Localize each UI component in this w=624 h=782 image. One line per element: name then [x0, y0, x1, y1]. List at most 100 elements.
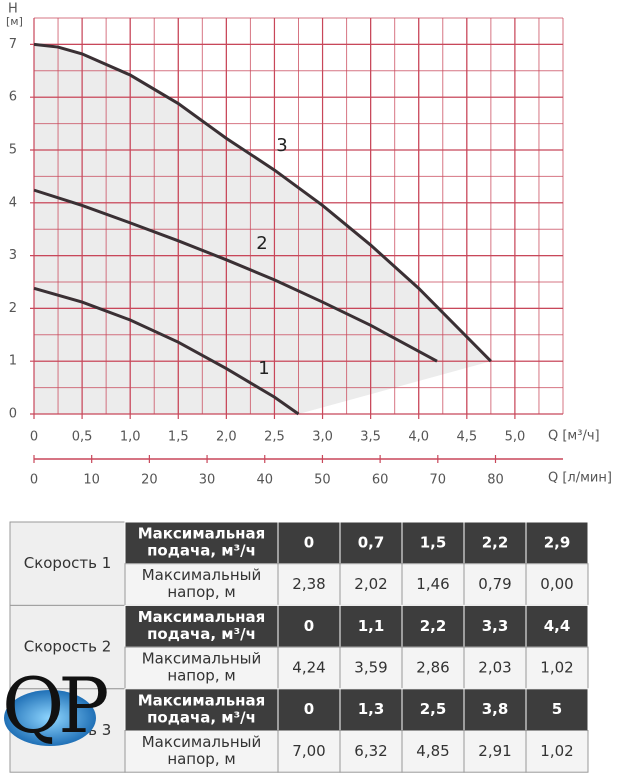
curve: [33, 42, 492, 363]
table-cell: [124, 646, 279, 690]
table-value: 1,46: [416, 575, 449, 593]
x2-tick-label: 20: [141, 473, 158, 488]
x2-tick-label: 50: [314, 473, 331, 488]
table-value: 1,5: [420, 533, 447, 551]
table-cell: [525, 604, 589, 648]
x-tick-label: 1,5: [168, 430, 189, 445]
x2-tick-label: 60: [372, 473, 389, 488]
table-value: 0: [304, 617, 314, 635]
y-tick-label: 3: [9, 248, 17, 263]
row-header: Максимальный: [142, 566, 262, 584]
speed-cell: [9, 604, 126, 690]
x-tick-label: 0,5: [72, 430, 93, 445]
row-header: Максимальный: [142, 650, 262, 668]
y-tick-label: 4: [9, 195, 17, 210]
x2-tick-label: 30: [199, 473, 216, 488]
row-header: Максимальная: [138, 691, 266, 709]
x2-tick-label: 70: [430, 473, 447, 488]
table-value: 2,5: [420, 700, 447, 718]
table-value: 6,32: [354, 742, 387, 760]
speed-label: Скорость 1: [24, 554, 112, 572]
table-cell: [124, 521, 279, 565]
table-cell: [401, 604, 465, 648]
x2-tick-label: 0: [30, 473, 38, 488]
table-value: 0,79: [478, 575, 511, 593]
table-value: 4,24: [292, 658, 325, 676]
table-value: 0,7: [358, 533, 385, 551]
x2-tick-label: 40: [256, 473, 273, 488]
y-tick-label: 6: [9, 90, 17, 105]
x-tick-label: 5,0: [505, 430, 526, 445]
table-cell: [463, 521, 527, 565]
table-cell: [401, 730, 465, 773]
row-header: подача, м³/ч: [147, 708, 256, 726]
table-cell: [124, 604, 279, 648]
x-tick-label: 4,0: [408, 430, 429, 445]
table-value: 1,3: [358, 700, 385, 718]
x2-axis-label: Q [л/мин]: [548, 471, 612, 486]
row-header: Максимальный: [142, 733, 262, 751]
table-value: 2,9: [544, 533, 571, 551]
table-value: 2,86: [416, 658, 449, 676]
table-value: 4,4: [544, 617, 571, 635]
x2-tick-label: 80: [487, 473, 504, 488]
table-value: 3,59: [354, 658, 387, 676]
table-value: 2,38: [292, 575, 325, 593]
table-value: 2,2: [420, 617, 447, 635]
row-header: напор, м: [167, 583, 235, 601]
y-tick-label: 1: [9, 354, 17, 369]
speed-label: Скорость 2: [24, 638, 112, 656]
x-tick-label: 0: [30, 430, 38, 445]
table-cell: [124, 730, 279, 773]
row-header: Максимальная: [138, 525, 266, 543]
table-value: 2,2: [482, 533, 509, 551]
row-header: Максимальная: [138, 608, 266, 626]
row-header: напор, м: [167, 667, 235, 685]
table-value: 2,91: [478, 742, 511, 760]
table-cell: [463, 646, 527, 690]
table-value: 5: [552, 700, 562, 718]
logo-water: [4, 690, 96, 746]
y-axis-unit: [м]: [6, 15, 23, 28]
x-tick-label: 3,5: [360, 430, 381, 445]
x-tick-label: 1,0: [120, 430, 141, 445]
table-value: 0: [304, 533, 314, 551]
table-cell: [277, 646, 341, 690]
table-value: 3,3: [482, 617, 509, 635]
table-cell: [339, 521, 403, 565]
curve: [33, 188, 438, 363]
table-cell: [339, 563, 403, 606]
table-value: 7,00: [292, 742, 325, 760]
logo: QP: [2, 661, 107, 750]
table-cell: [401, 646, 465, 690]
table-value: 2,02: [354, 575, 387, 593]
table-cell: [339, 730, 403, 773]
table-value: 4,85: [416, 742, 449, 760]
table-cell: [525, 646, 589, 690]
curve-label: 2: [256, 233, 267, 254]
x-tick-label: 3,0: [312, 430, 333, 445]
row-header: подача, м³/ч: [147, 542, 256, 560]
x-tick-label: 4,5: [456, 430, 477, 445]
table-value: 2,03: [478, 658, 511, 676]
table-cell: [525, 730, 589, 773]
curve-label: 1: [258, 358, 269, 379]
table-cell: [277, 521, 341, 565]
table-cell: [463, 563, 527, 606]
table-cell: [401, 521, 465, 565]
curve-label: 3: [276, 135, 287, 156]
table-cell: [339, 688, 403, 731]
x-axis-label: Q [м³/ч]: [548, 429, 600, 444]
y-axis-label: H: [8, 2, 18, 17]
row-header: напор, м: [167, 750, 235, 768]
table-value: 0,00: [540, 575, 573, 593]
table-value: 1,1: [358, 617, 385, 635]
x-tick-label: 2,0: [216, 430, 237, 445]
x2-tick-label: 10: [83, 473, 100, 488]
table-value: 1,02: [540, 742, 573, 760]
y-tick-label: 5: [9, 143, 17, 158]
table-cell: [339, 646, 403, 690]
table-cell: [277, 688, 341, 731]
